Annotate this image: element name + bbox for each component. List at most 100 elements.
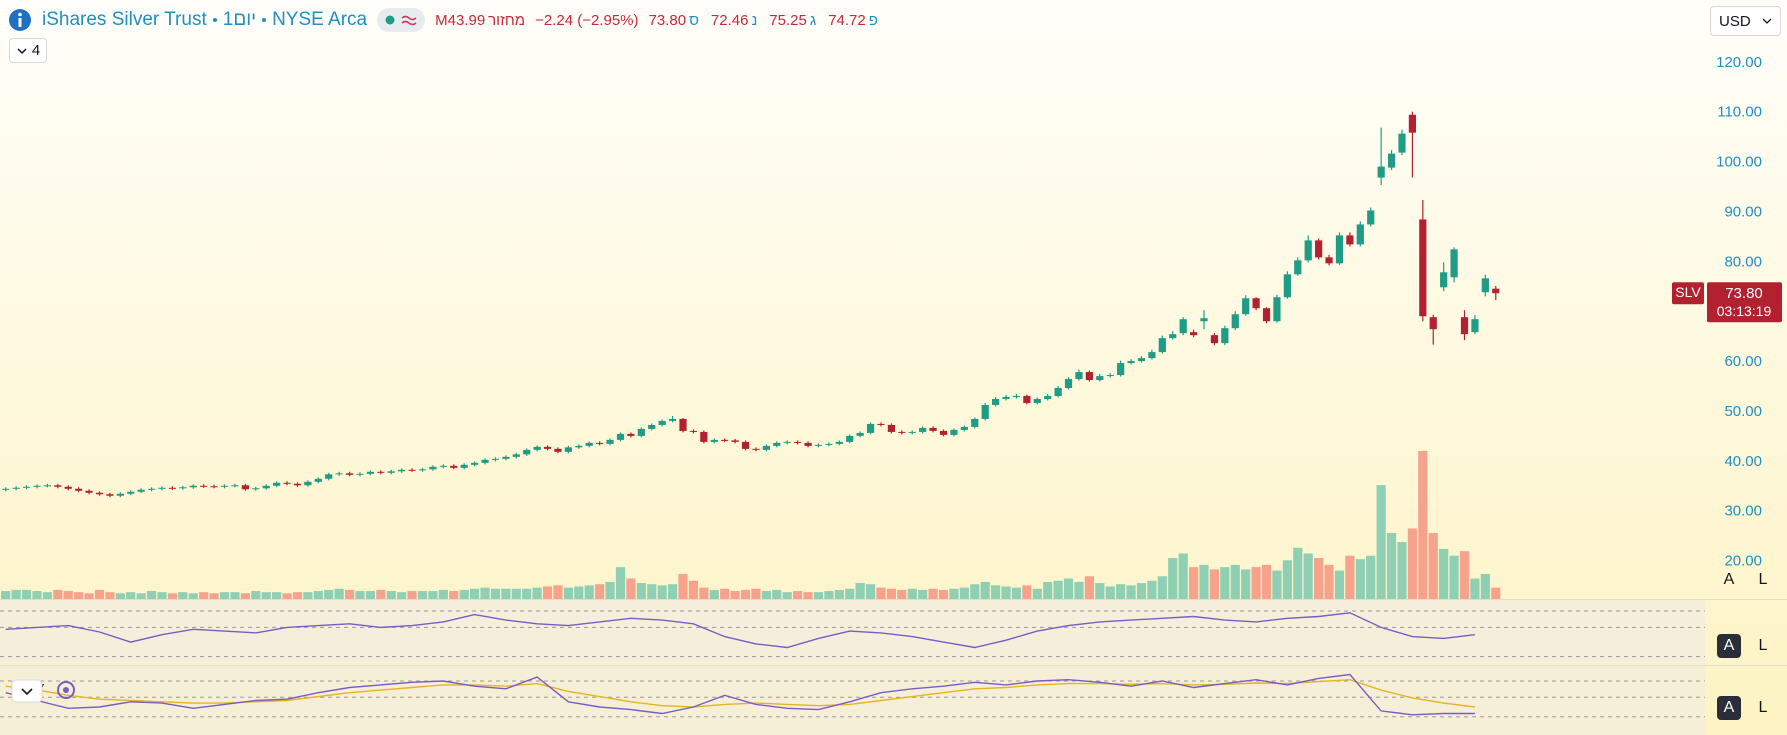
auto-scale-button[interactable]: A (1717, 696, 1741, 720)
candle-body (491, 458, 500, 460)
y-tick-label: 110.00 (1717, 104, 1762, 121)
candle-body (637, 428, 645, 436)
currency: USD (1719, 12, 1751, 30)
volume-bar (855, 583, 865, 599)
volume-bar (428, 591, 438, 599)
symbol-title[interactable]: iShares Silver Trust 1יום NYSE Arca (42, 9, 367, 31)
candle-body (200, 485, 208, 487)
volume-label: מחזור (488, 11, 526, 29)
volume-bar (511, 588, 521, 599)
volume-bar (740, 589, 751, 599)
candle-body (64, 486, 72, 489)
auto-scale-button[interactable]: A (1723, 571, 1735, 588)
candle-body (1054, 388, 1062, 397)
candle-body (210, 486, 218, 488)
candle-body (543, 446, 552, 449)
candle-body (825, 443, 833, 445)
volume-bar (886, 588, 896, 599)
indicator-icon[interactable] (57, 681, 75, 699)
volume-bar (1001, 586, 1011, 599)
candle-body (1252, 298, 1260, 309)
candle-body (1387, 153, 1396, 168)
y-tick-label: 100.00 (1716, 154, 1762, 171)
candle-body (1169, 334, 1177, 339)
candle-body (1492, 288, 1500, 294)
candle-body (241, 485, 249, 490)
candle-body (85, 490, 93, 493)
currency-select[interactable]: USD (1710, 6, 1781, 36)
auto-scale-button[interactable]: A (1717, 634, 1741, 658)
volume-bar (751, 588, 761, 599)
candle-body (1002, 397, 1010, 400)
volume-bar (1324, 564, 1334, 599)
volume-bar (313, 591, 323, 599)
volume-bar (1334, 570, 1345, 599)
volume-bar (407, 591, 417, 599)
volume-bar (1303, 553, 1313, 599)
candle-body (439, 465, 447, 467)
volume-bar (563, 587, 573, 599)
volume-bar (178, 592, 188, 599)
volume-bar (1251, 567, 1261, 599)
ohlc-value: 73.80 (648, 11, 687, 29)
volume-bar (334, 588, 344, 599)
volume-bar (1063, 578, 1074, 599)
interval: 1יום (222, 9, 257, 30)
volume-bar (1188, 567, 1199, 599)
ohlc-value: 74.72 (828, 11, 866, 29)
volume-bar (209, 593, 219, 599)
candle-body (596, 442, 604, 444)
volume-bar (417, 591, 428, 599)
volume-bar (1241, 569, 1251, 599)
volume-bar (1022, 585, 1032, 599)
signal-line (5, 678, 1475, 708)
symbol-badge-label: SLV (1675, 284, 1701, 300)
volume-bar (595, 584, 605, 599)
volume-bar (1095, 583, 1105, 599)
candle-body (366, 471, 374, 474)
candle-body (471, 462, 479, 465)
volume-bar (449, 591, 459, 599)
candle-body (616, 433, 625, 440)
candle-body (1325, 257, 1333, 264)
candle-body (1242, 298, 1250, 315)
status-pill[interactable] (377, 8, 426, 32)
log-scale-button[interactable]: L (1758, 699, 1768, 716)
volume-bar (251, 591, 261, 599)
collapse-button[interactable]: 4 (9, 38, 47, 63)
volume-bar (115, 593, 125, 599)
candle-body (1075, 372, 1083, 380)
indicator-toggle[interactable] (11, 679, 43, 703)
candle-body (1044, 396, 1052, 400)
info-icon[interactable] (8, 8, 32, 32)
ohlc-label: ס (689, 11, 699, 29)
y-tick-label: 20.00 (1724, 553, 1762, 570)
volume-bar (261, 592, 271, 599)
candle-body (1148, 352, 1156, 359)
volume-bar (1459, 551, 1470, 599)
volume-bar (1032, 588, 1042, 599)
volume-bar (803, 592, 813, 599)
candle-body (1231, 314, 1239, 329)
candle-body (804, 442, 812, 446)
volume-bar (667, 584, 678, 599)
candle-body (679, 418, 687, 431)
candle-body (648, 424, 656, 429)
candle-body (731, 440, 739, 442)
candle-body (1346, 235, 1354, 245)
volume-bar (303, 592, 313, 599)
log-scale-button[interactable]: L (1758, 571, 1768, 588)
candle-body (752, 448, 760, 450)
volume-bar (1428, 532, 1438, 599)
volume-bar (1314, 558, 1324, 599)
log-scale-button[interactable]: L (1758, 637, 1768, 654)
candle-body (929, 427, 937, 431)
candle-body (762, 445, 770, 450)
volume-bar (324, 589, 334, 599)
volume-bar (1011, 587, 1022, 599)
candle-body (512, 454, 520, 457)
volume-bar (699, 587, 709, 599)
volume-bar (626, 578, 636, 599)
candle-body (960, 426, 968, 430)
candle-body (794, 441, 802, 443)
